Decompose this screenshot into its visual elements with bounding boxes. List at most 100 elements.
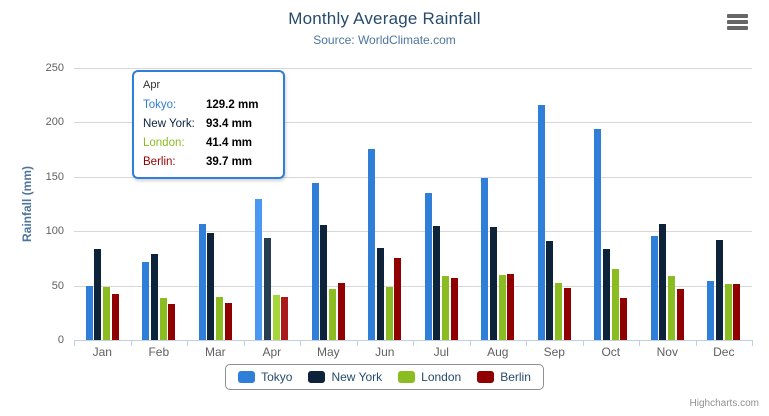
x-axis-tick-label: Oct (601, 345, 621, 359)
gridline (74, 285, 752, 287)
column-bar-berlin[interactable] (224, 302, 232, 340)
y-axis-tick-label: 100 (45, 225, 64, 238)
legend-swatch (238, 371, 256, 383)
x-axis-tick-label: Aug (487, 345, 509, 359)
column-bar-berlin[interactable] (337, 282, 345, 340)
column-bar-tokyo[interactable] (707, 280, 715, 340)
x-axis-tick (187, 340, 188, 346)
x-axis-tick-label: Nov (656, 345, 678, 359)
x-axis-tick-label: Jan (92, 345, 112, 359)
column-bar-new-york[interactable] (546, 240, 554, 340)
legend-swatch (308, 371, 326, 383)
legend-item-london[interactable]: London (398, 370, 461, 384)
legend: Tokyo New York London Berlin (225, 364, 544, 390)
column-bar-berlin[interactable] (563, 288, 571, 340)
column-bar-tokyo[interactable] (142, 262, 150, 340)
x-axis-tick (582, 340, 584, 346)
x-axis-tick-label: Mar (204, 345, 226, 359)
gridline (74, 176, 752, 178)
legend-item-label: Berlin (500, 370, 531, 384)
column-bar-berlin[interactable] (676, 289, 684, 340)
column-bar-tokyo[interactable] (198, 224, 206, 340)
y-axis-tick-label: 150 (45, 170, 64, 183)
credits-link[interactable]: Highcharts.com (689, 398, 759, 409)
column-bar-berlin[interactable] (733, 284, 741, 340)
x-axis-tick (639, 340, 640, 346)
column-bar-new-york[interactable] (150, 254, 158, 340)
hamburger-menu-icon (727, 26, 748, 30)
legend-item-label: London (421, 370, 462, 384)
column-bar-london[interactable] (216, 297, 224, 340)
tooltip-series-label: New York: (143, 118, 195, 130)
column-bar-new-york[interactable] (715, 239, 723, 340)
x-axis-tick-label: Jun (375, 345, 395, 359)
x-axis-tick (526, 340, 527, 346)
column-bar-new-york[interactable] (489, 226, 497, 340)
column-bar-london[interactable] (498, 275, 506, 340)
column-bar-berlin[interactable] (507, 274, 515, 340)
column-bar-berlin[interactable] (394, 257, 402, 340)
column-bar-tokyo[interactable] (481, 178, 489, 340)
column-bar-london[interactable] (442, 275, 450, 340)
column-bar-berlin[interactable] (450, 277, 458, 340)
column-bar-london[interactable] (555, 283, 563, 340)
tooltip-row: New York: 93.4 mm (143, 115, 274, 134)
column-bar-new-york[interactable] (659, 224, 667, 340)
column-bar-new-york[interactable] (320, 224, 328, 340)
column-bar-berlin[interactable] (111, 293, 119, 340)
legend-item-berlin[interactable]: Berlin (477, 370, 531, 384)
column-bar-london[interactable] (611, 269, 619, 340)
tooltip-row: London: 41.4 mm (143, 134, 274, 153)
x-axis-tick-label: May (316, 345, 340, 359)
column-bar-new-york[interactable] (263, 238, 271, 340)
column-bar-tokyo[interactable] (255, 199, 263, 340)
column-bar-berlin[interactable] (620, 297, 628, 340)
column-bar-london[interactable] (272, 295, 280, 340)
gridline (74, 231, 752, 233)
column-bar-london[interactable] (385, 287, 393, 340)
chart-title: Monthly Average Rainfall (288, 9, 481, 28)
column-bar-london[interactable] (103, 286, 111, 340)
legend-item-label: Tokyo (261, 370, 293, 384)
gridline (74, 68, 752, 69)
y-axis-tick-label: 200 (45, 116, 64, 129)
column-bar-tokyo[interactable] (650, 236, 658, 340)
tooltip-row: Tokyo: 129.2 mm (143, 96, 274, 115)
y-axis-tick-label: 250 (45, 62, 64, 74)
column-bar-london[interactable] (329, 288, 337, 340)
x-axis-tick (695, 340, 697, 346)
hamburger-menu-icon (727, 20, 748, 24)
legend-swatch (398, 371, 416, 383)
column-bar-tokyo[interactable] (368, 148, 376, 340)
chart-subtitle: Source: WorldClimate.com (313, 33, 456, 47)
legend-swatch (477, 371, 495, 383)
legend-item-new-york[interactable]: New York (308, 370, 382, 384)
column-bar-tokyo[interactable] (537, 104, 545, 340)
column-bar-new-york[interactable] (207, 232, 215, 340)
x-axis-tick-label: Sep (543, 345, 565, 359)
column-bar-london[interactable] (668, 275, 676, 340)
column-bar-new-york[interactable] (376, 248, 384, 340)
context-menu-button[interactable] (727, 14, 749, 34)
column-bar-tokyo[interactable] (594, 128, 602, 340)
column-bar-berlin[interactable] (281, 296, 289, 340)
legend-item-tokyo[interactable]: Tokyo (238, 370, 292, 384)
column-bar-london[interactable] (159, 297, 167, 340)
tooltip-row: Berlin: 39.7 mm (143, 153, 274, 172)
column-bar-new-york[interactable] (602, 249, 610, 340)
tooltip-series-value: 93.4 mm (206, 118, 253, 130)
column-bar-london[interactable] (724, 284, 732, 340)
column-bar-tokyo[interactable] (424, 192, 432, 340)
tooltip-series-label: London: (143, 137, 185, 149)
x-axis-tick (74, 340, 75, 346)
column-bar-tokyo[interactable] (311, 183, 319, 340)
column-bar-berlin[interactable] (168, 303, 176, 340)
column-bar-new-york[interactable] (433, 225, 441, 340)
x-axis-tick-label: Feb (148, 345, 170, 359)
x-axis-tick (469, 340, 471, 346)
x-axis-tick (413, 340, 414, 346)
tooltip-series-value: 41.4 mm (206, 137, 253, 149)
column-bar-new-york[interactable] (94, 249, 102, 340)
column-bar-tokyo[interactable] (85, 285, 93, 340)
x-axis-tick (130, 340, 132, 346)
